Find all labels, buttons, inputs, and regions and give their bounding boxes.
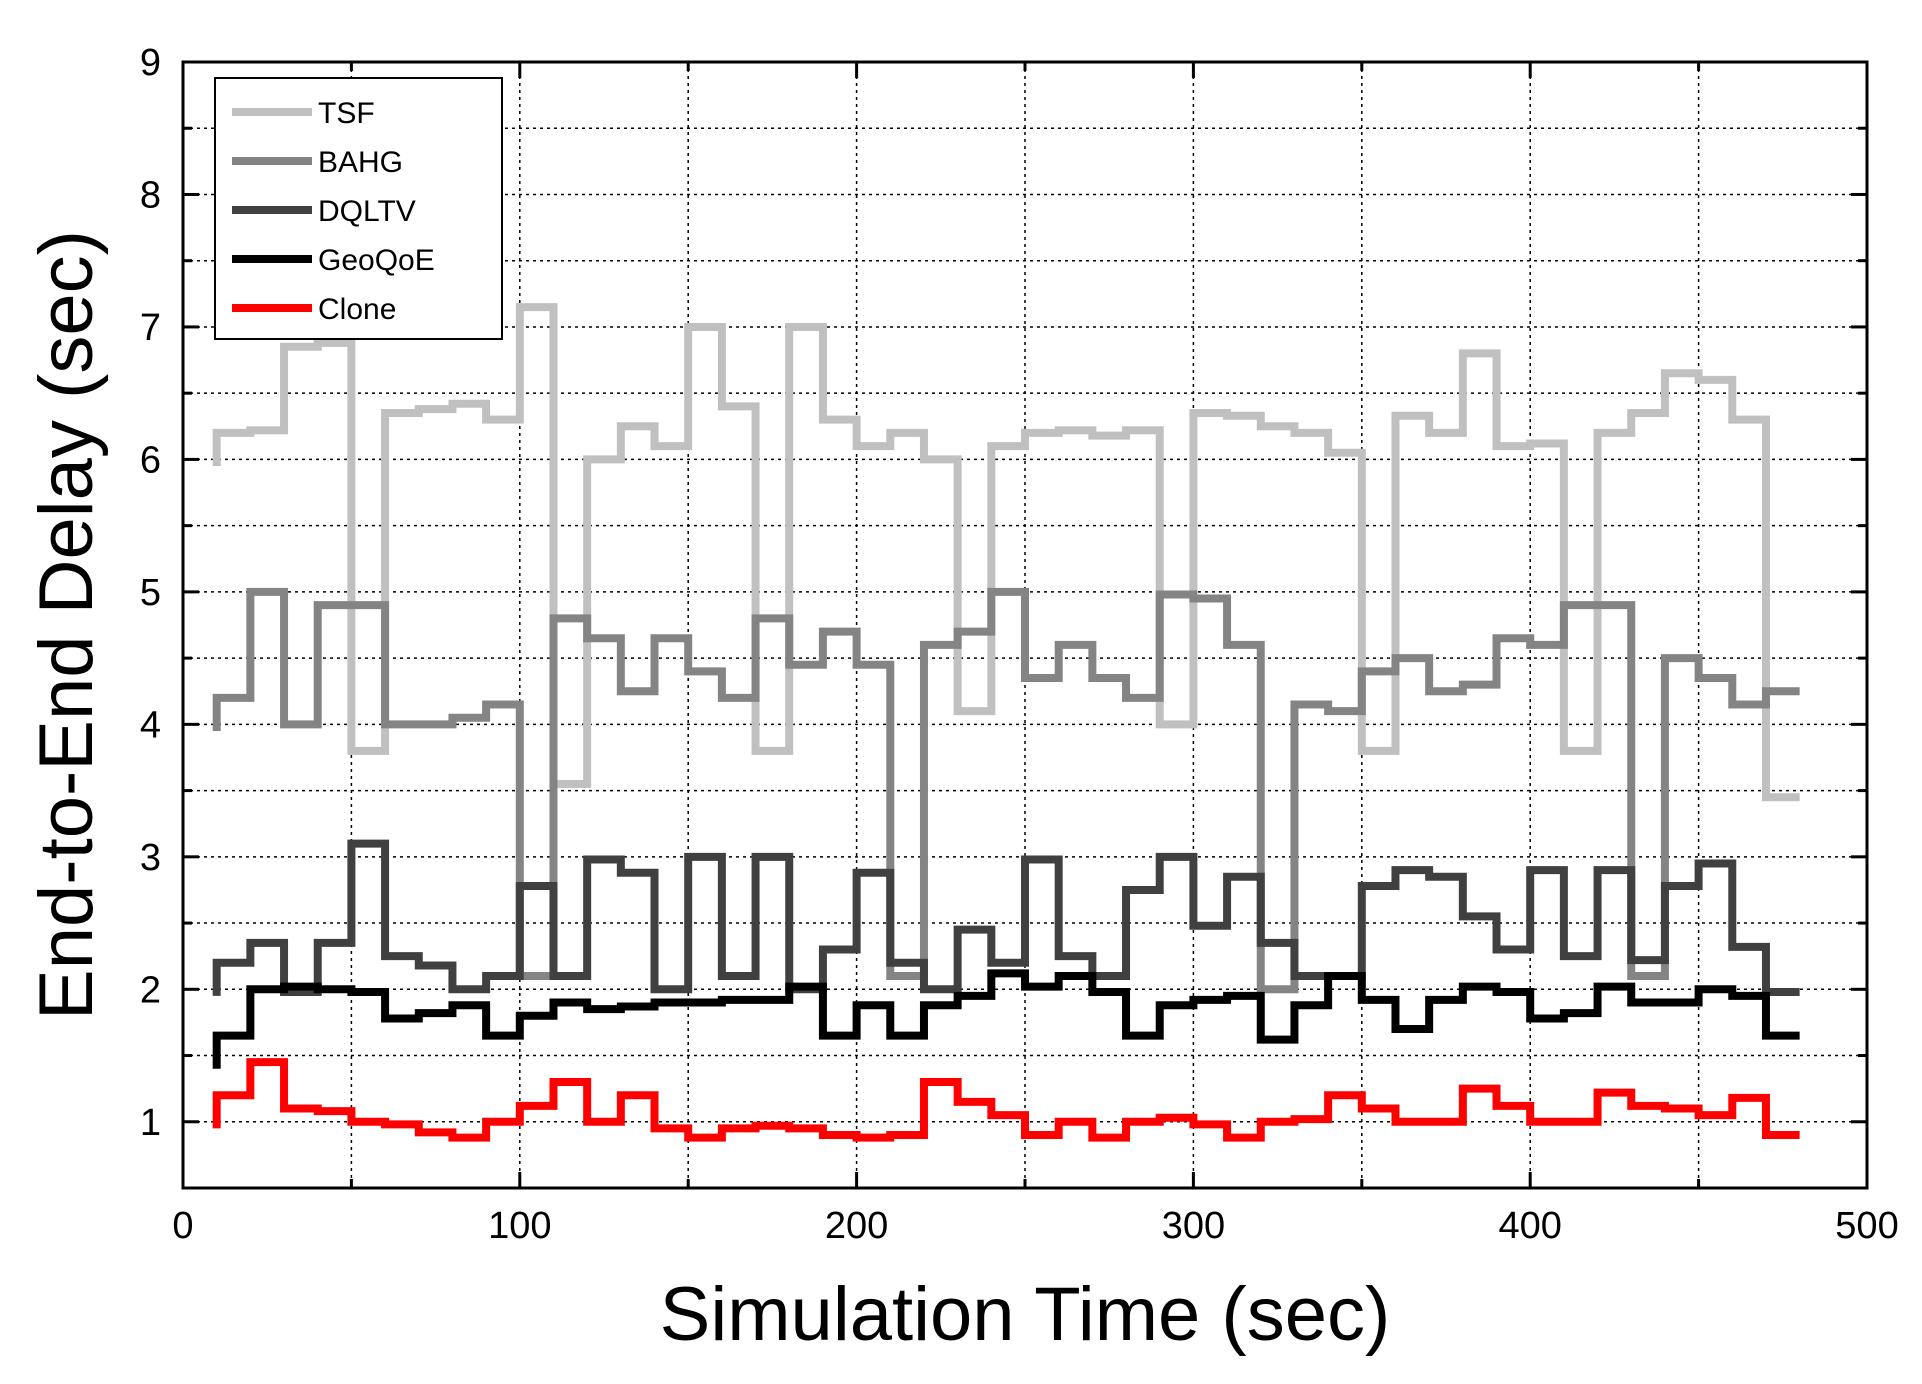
legend-label-tsf: TSF [318,97,375,130]
y-tick-label: 3 [140,837,161,879]
legend-label-dqltv: DQLTV [318,195,416,228]
series-line-dqltv [212,839,1800,996]
series-line-tsf [212,303,1800,802]
x-tick-label: 0 [172,1205,193,1247]
y-tick-label: 8 [140,174,161,216]
y-tick-label: 9 [140,42,161,84]
y-tick-label: 5 [140,572,161,614]
series-line-geoqoe [212,969,1800,1069]
y-tick-label: 6 [140,439,161,481]
y-tick-label: 7 [140,307,161,349]
x-tick-label: 100 [488,1205,551,1247]
legend-label-bahg: BAHG [318,146,403,179]
series-line-bahg [212,587,1800,994]
x-tick-label: 300 [1162,1205,1225,1247]
x-tick-label: 500 [1835,1205,1898,1247]
series-line-clone [212,1058,1800,1142]
y-tick-label: 2 [140,969,161,1011]
y-axis-title: End-to-End Delay (sec) [24,230,109,1020]
legend-label-geoqoe: GeoQoE [318,244,435,277]
y-tick-label: 1 [140,1102,161,1144]
y-tick-label: 4 [140,704,161,746]
legend-label-clone: Clone [318,293,396,326]
x-tick-label: 200 [825,1205,888,1247]
legend: TSF BAHG DQLTV GeoQoE Clone [214,77,503,340]
x-tick-label: 400 [1498,1205,1561,1247]
series-layer [212,303,1800,1142]
x-axis-title: Simulation Time (sec) [660,1272,1391,1357]
ticks-layer: 0 100 200 300 400 500 1 2 3 4 5 6 7 8 9 [140,42,1899,1247]
